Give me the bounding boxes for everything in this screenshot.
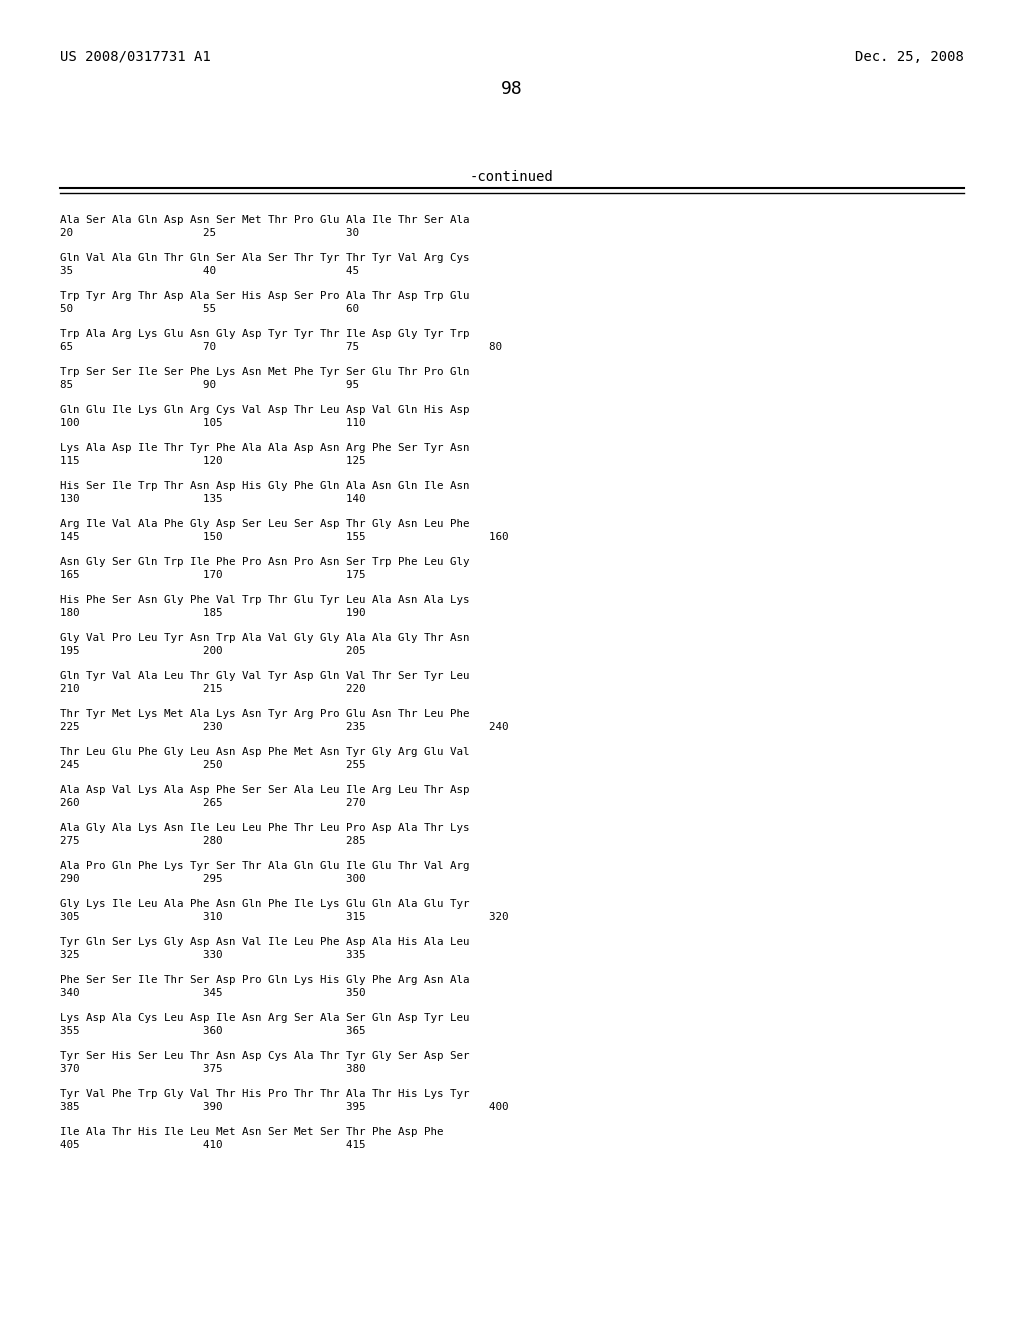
Text: Dec. 25, 2008: Dec. 25, 2008 [855, 50, 964, 63]
Text: Gly Val Pro Leu Tyr Asn Trp Ala Val Gly Gly Ala Ala Gly Thr Asn: Gly Val Pro Leu Tyr Asn Trp Ala Val Gly … [60, 634, 469, 643]
Text: 260                   265                   270: 260 265 270 [60, 799, 366, 808]
Text: 20                    25                    30: 20 25 30 [60, 228, 359, 238]
Text: Ala Pro Gln Phe Lys Tyr Ser Thr Ala Gln Glu Ile Glu Thr Val Arg: Ala Pro Gln Phe Lys Tyr Ser Thr Ala Gln … [60, 861, 469, 871]
Text: Arg Ile Val Ala Phe Gly Asp Ser Leu Ser Asp Thr Gly Asn Leu Phe: Arg Ile Val Ala Phe Gly Asp Ser Leu Ser … [60, 519, 469, 529]
Text: 325                   330                   335: 325 330 335 [60, 950, 366, 960]
Text: 130                   135                   140: 130 135 140 [60, 494, 366, 504]
Text: 180                   185                   190: 180 185 190 [60, 609, 366, 618]
Text: Trp Ala Arg Lys Glu Asn Gly Asp Tyr Tyr Thr Ile Asp Gly Tyr Trp: Trp Ala Arg Lys Glu Asn Gly Asp Tyr Tyr … [60, 329, 469, 339]
Text: 275                   280                   285: 275 280 285 [60, 836, 366, 846]
Text: 355                   360                   365: 355 360 365 [60, 1026, 366, 1036]
Text: 98: 98 [501, 81, 523, 98]
Text: Tyr Val Phe Trp Gly Val Thr His Pro Thr Thr Ala Thr His Lys Tyr: Tyr Val Phe Trp Gly Val Thr His Pro Thr … [60, 1089, 469, 1100]
Text: Phe Ser Ser Ile Thr Ser Asp Pro Gln Lys His Gly Phe Arg Asn Ala: Phe Ser Ser Ile Thr Ser Asp Pro Gln Lys … [60, 975, 469, 985]
Text: Lys Asp Ala Cys Leu Asp Ile Asn Arg Ser Ala Ser Gln Asp Tyr Leu: Lys Asp Ala Cys Leu Asp Ile Asn Arg Ser … [60, 1012, 469, 1023]
Text: 210                   215                   220: 210 215 220 [60, 684, 366, 694]
Text: Tyr Gln Ser Lys Gly Asp Asn Val Ile Leu Phe Asp Ala His Ala Leu: Tyr Gln Ser Lys Gly Asp Asn Val Ile Leu … [60, 937, 469, 946]
Text: 145                   150                   155                   160: 145 150 155 160 [60, 532, 509, 543]
Text: 290                   295                   300: 290 295 300 [60, 874, 366, 884]
Text: 405                   410                   415: 405 410 415 [60, 1140, 366, 1150]
Text: Ala Gly Ala Lys Asn Ile Leu Leu Phe Thr Leu Pro Asp Ala Thr Lys: Ala Gly Ala Lys Asn Ile Leu Leu Phe Thr … [60, 822, 469, 833]
Text: Gly Lys Ile Leu Ala Phe Asn Gln Phe Ile Lys Glu Gln Ala Glu Tyr: Gly Lys Ile Leu Ala Phe Asn Gln Phe Ile … [60, 899, 469, 909]
Text: 340                   345                   350: 340 345 350 [60, 987, 366, 998]
Text: 195                   200                   205: 195 200 205 [60, 645, 366, 656]
Text: 370                   375                   380: 370 375 380 [60, 1064, 366, 1074]
Text: Trp Tyr Arg Thr Asp Ala Ser His Asp Ser Pro Ala Thr Asp Trp Glu: Trp Tyr Arg Thr Asp Ala Ser His Asp Ser … [60, 290, 469, 301]
Text: 245                   250                   255: 245 250 255 [60, 760, 366, 770]
Text: 85                    90                    95: 85 90 95 [60, 380, 359, 389]
Text: Ala Ser Ala Gln Asp Asn Ser Met Thr Pro Glu Ala Ile Thr Ser Ala: Ala Ser Ala Gln Asp Asn Ser Met Thr Pro … [60, 215, 469, 224]
Text: His Ser Ile Trp Thr Asn Asp His Gly Phe Gln Ala Asn Gln Ile Asn: His Ser Ile Trp Thr Asn Asp His Gly Phe … [60, 480, 469, 491]
Text: 225                   230                   235                   240: 225 230 235 240 [60, 722, 509, 733]
Text: -continued: -continued [470, 170, 554, 183]
Text: Thr Leu Glu Phe Gly Leu Asn Asp Phe Met Asn Tyr Gly Arg Glu Val: Thr Leu Glu Phe Gly Leu Asn Asp Phe Met … [60, 747, 469, 756]
Text: Gln Glu Ile Lys Gln Arg Cys Val Asp Thr Leu Asp Val Gln His Asp: Gln Glu Ile Lys Gln Arg Cys Val Asp Thr … [60, 405, 469, 414]
Text: US 2008/0317731 A1: US 2008/0317731 A1 [60, 50, 211, 63]
Text: 305                   310                   315                   320: 305 310 315 320 [60, 912, 509, 921]
Text: 35                    40                    45: 35 40 45 [60, 267, 359, 276]
Text: Ala Asp Val Lys Ala Asp Phe Ser Ser Ala Leu Ile Arg Leu Thr Asp: Ala Asp Val Lys Ala Asp Phe Ser Ser Ala … [60, 785, 469, 795]
Text: Asn Gly Ser Gln Trp Ile Phe Pro Asn Pro Asn Ser Trp Phe Leu Gly: Asn Gly Ser Gln Trp Ile Phe Pro Asn Pro … [60, 557, 469, 568]
Text: Lys Ala Asp Ile Thr Tyr Phe Ala Ala Asp Asn Arg Phe Ser Tyr Asn: Lys Ala Asp Ile Thr Tyr Phe Ala Ala Asp … [60, 444, 469, 453]
Text: Gln Tyr Val Ala Leu Thr Gly Val Tyr Asp Gln Val Thr Ser Tyr Leu: Gln Tyr Val Ala Leu Thr Gly Val Tyr Asp … [60, 671, 469, 681]
Text: His Phe Ser Asn Gly Phe Val Trp Thr Glu Tyr Leu Ala Asn Ala Lys: His Phe Ser Asn Gly Phe Val Trp Thr Glu … [60, 595, 469, 605]
Text: Thr Tyr Met Lys Met Ala Lys Asn Tyr Arg Pro Glu Asn Thr Leu Phe: Thr Tyr Met Lys Met Ala Lys Asn Tyr Arg … [60, 709, 469, 719]
Text: 65                    70                    75                    80: 65 70 75 80 [60, 342, 502, 352]
Text: 115                   120                   125: 115 120 125 [60, 455, 366, 466]
Text: Gln Val Ala Gln Thr Gln Ser Ala Ser Thr Tyr Thr Tyr Val Arg Cys: Gln Val Ala Gln Thr Gln Ser Ala Ser Thr … [60, 253, 469, 263]
Text: Trp Ser Ser Ile Ser Phe Lys Asn Met Phe Tyr Ser Glu Thr Pro Gln: Trp Ser Ser Ile Ser Phe Lys Asn Met Phe … [60, 367, 469, 378]
Text: Ile Ala Thr His Ile Leu Met Asn Ser Met Ser Thr Phe Asp Phe: Ile Ala Thr His Ile Leu Met Asn Ser Met … [60, 1127, 443, 1137]
Text: 100                   105                   110: 100 105 110 [60, 418, 366, 428]
Text: Tyr Ser His Ser Leu Thr Asn Asp Cys Ala Thr Tyr Gly Ser Asp Ser: Tyr Ser His Ser Leu Thr Asn Asp Cys Ala … [60, 1051, 469, 1061]
Text: 385                   390                   395                   400: 385 390 395 400 [60, 1102, 509, 1111]
Text: 165                   170                   175: 165 170 175 [60, 570, 366, 579]
Text: 50                    55                    60: 50 55 60 [60, 304, 359, 314]
